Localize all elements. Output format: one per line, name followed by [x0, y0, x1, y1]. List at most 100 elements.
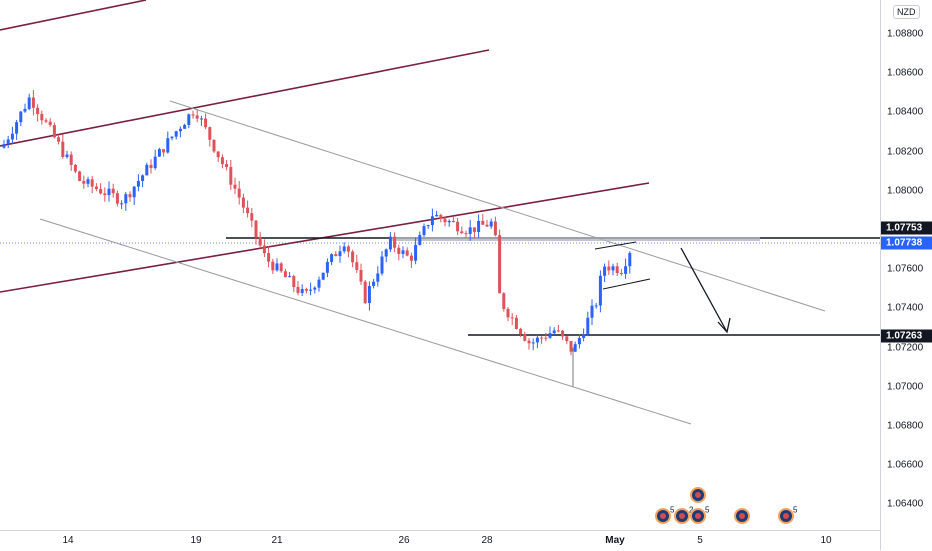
channel-line [0, 0, 147, 31]
candle-body [519, 328, 523, 335]
candle-body [498, 235, 502, 294]
candle-body [271, 261, 275, 271]
event-count: 5 [670, 505, 675, 515]
candle-body [288, 276, 292, 278]
candle-body [489, 221, 493, 227]
candle-body [103, 193, 107, 196]
price-label: 1.07263 [881, 329, 932, 343]
price-tick: 1.06600 [887, 459, 924, 471]
candle-body [514, 317, 518, 329]
economic-event-flag[interactable] [690, 508, 706, 524]
price-tick: 1.07000 [887, 381, 924, 393]
economic-event-flag[interactable] [655, 508, 671, 524]
time-tick: 26 [398, 535, 410, 546]
candle-body [132, 186, 136, 198]
trend-line [169, 100, 826, 312]
candle-body [367, 285, 371, 304]
time-axis[interactable]: 14 19 21 26 28 May 5 10 [0, 530, 880, 551]
candle-body [456, 221, 460, 232]
candle-body [149, 164, 153, 169]
candle-body [363, 281, 367, 304]
candle-body [317, 279, 321, 288]
economic-event-flag[interactable] [734, 508, 750, 524]
candle-body [262, 245, 266, 254]
candle-body [380, 256, 384, 274]
candle-body [355, 262, 359, 270]
candle-body [220, 157, 224, 165]
time-tick: 10 [820, 535, 832, 546]
candle-body [40, 113, 44, 121]
candle-body [586, 317, 590, 335]
candle-body [258, 236, 262, 246]
candle-body [569, 341, 573, 352]
candle-body [124, 194, 128, 204]
candle-body [422, 226, 426, 236]
price-axis[interactable]: NZD 1.08800 1.08600 1.08400 1.08200 1.08000 1… [880, 0, 932, 550]
candle-body [552, 330, 556, 334]
candle-body [502, 293, 506, 310]
candle-body [10, 133, 14, 140]
candle-body [401, 250, 405, 254]
candle-body [540, 337, 544, 339]
price-tick: 1.08800 [887, 28, 924, 40]
price-tick: 1.07200 [887, 342, 924, 354]
candle-body [443, 218, 447, 223]
channel-line [0, 49, 490, 147]
candle-body [99, 189, 103, 194]
time-tick: 19 [190, 535, 202, 546]
candle-body [283, 271, 287, 278]
candle-body [447, 220, 451, 223]
candle-body [187, 114, 191, 125]
candle-body [300, 289, 304, 293]
candle-body [254, 220, 258, 237]
economic-event-flag[interactable] [690, 487, 706, 503]
candle-body [120, 203, 124, 205]
candle-body [44, 120, 48, 122]
candle-body [409, 255, 413, 261]
candle-body [405, 250, 409, 256]
candle-body [338, 251, 342, 257]
candle-body [615, 266, 619, 274]
candle-body [174, 131, 178, 137]
candle-body [61, 141, 65, 157]
projection-arrowhead [717, 317, 731, 334]
candle-body [216, 151, 220, 158]
candle-body [229, 167, 233, 185]
resistance-zone [390, 237, 760, 241]
chart-area[interactable]: 5255 [0, 0, 880, 530]
candle-body [195, 115, 199, 119]
currency-badge[interactable]: NZD [893, 5, 920, 19]
candle-body [115, 193, 119, 204]
candle-body [565, 336, 569, 342]
candle-body [598, 275, 602, 306]
candle-body [611, 266, 615, 271]
candle-body [342, 246, 346, 252]
trend-line [39, 218, 692, 425]
candle-body [183, 124, 187, 129]
candle-body [556, 330, 560, 332]
candle-body [73, 164, 77, 172]
price-chart[interactable] [0, 0, 880, 530]
candle-body [393, 236, 397, 248]
candle-body [351, 251, 355, 263]
economic-event-flag[interactable] [778, 508, 794, 524]
time-tick: May [605, 535, 625, 546]
candle-body [481, 220, 485, 225]
candle-body [57, 137, 61, 142]
candle-body [94, 186, 98, 190]
wedge-line [594, 241, 637, 250]
candle-body [397, 247, 401, 254]
price-tick: 1.08200 [887, 146, 924, 158]
candle-body [577, 337, 581, 345]
candle-body [145, 164, 149, 176]
candle-body [477, 220, 481, 232]
candle-body [330, 254, 334, 262]
candle-body [107, 188, 111, 196]
economic-event-flag[interactable] [674, 508, 690, 524]
candle-body [78, 171, 82, 181]
candle-body [582, 334, 586, 338]
candle-body [544, 337, 548, 339]
price-tick: 1.06800 [887, 420, 924, 432]
candle-body [506, 309, 510, 318]
wedge-line [602, 278, 651, 290]
